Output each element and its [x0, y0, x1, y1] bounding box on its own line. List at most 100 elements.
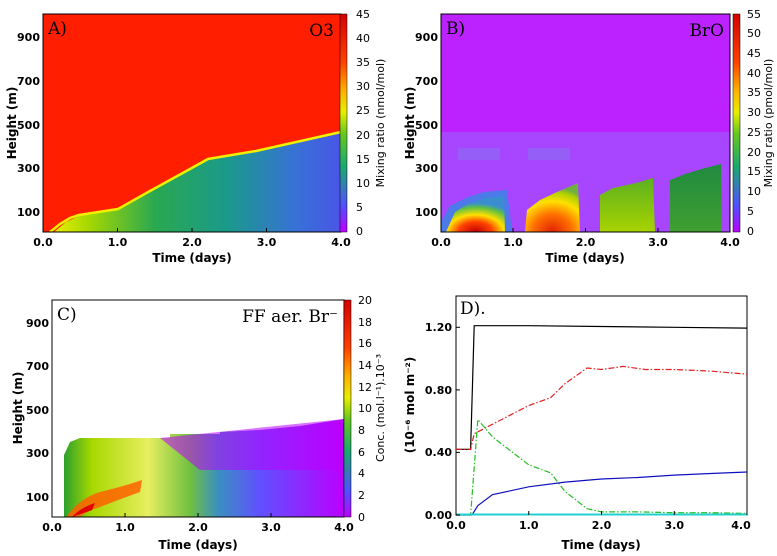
panel-b-colorbar-tick: 40 [747, 67, 761, 80]
panel-c-x-tick-label: 4.0 [334, 521, 354, 534]
panel-b-colorbar-tick: 5 [747, 205, 754, 218]
panel-a-x-tick-label: 3.0 [257, 236, 277, 249]
panel-a-x-tick-label: 0.0 [33, 236, 53, 249]
panel-b-colorbar-tick: 30 [747, 106, 761, 119]
panel-a-colorbar-tick: 45 [356, 8, 370, 21]
panel-b-y-tick-label: 100 [415, 206, 438, 219]
panel-b-x-ticks: 0.0 1.0 2.0 3.0 4.0 [431, 228, 740, 249]
panel-c-colorbar-tick: 16 [358, 337, 372, 350]
panel-d-y-tick-label: 1.20 [425, 321, 452, 334]
panel-d-y-axis-label: (10⁻⁶ mol m⁻²) [403, 357, 417, 454]
panel-d-x-tick-label: 1.0 [519, 519, 539, 532]
panel-b-y-tick-label: 900 [415, 31, 438, 44]
panel-b-colorbar-tick: 20 [747, 146, 761, 159]
panel-c-colorbar-bar [343, 299, 352, 518]
panel-a-heatmap [42, 13, 342, 233]
panel-a-species-label: O3 [309, 21, 334, 41]
panel-d: 0.0 1.0 2.0 3.0 4.0 0.00 0.40 0.80 1.20 … [403, 295, 751, 552]
panel-c-colorbar-tick: 10 [358, 402, 372, 415]
panel-a-y-tick-label: 700 [17, 75, 40, 88]
panel-b-y-axis-label: Height (m) [403, 87, 417, 160]
panel-c-x-tick-label: 1.0 [115, 521, 135, 534]
panel-b-y-tick-label: 700 [415, 75, 438, 88]
panel-a-colorbar-tick: 20 [356, 129, 370, 142]
panel-b-x-tick-label: 0.0 [431, 236, 451, 249]
panel-c-x-tick-label: 2.0 [188, 521, 208, 534]
panel-b-colorbar-tick: 50 [747, 27, 761, 40]
panel-d-x-tick-label: 3.0 [665, 519, 685, 532]
panel-a-x-tick-label: 2.0 [182, 236, 202, 249]
panel-c-x-axis-label: Time (days) [158, 538, 237, 552]
panel-c-colorbar-tick: 20 [358, 294, 372, 307]
panel-c-heatmap [51, 299, 345, 518]
panel-b-x-axis-label: Time (days) [545, 251, 624, 265]
panel-b-colorbar: 0 5 10 15 20 25 30 35 40 45 50 55 Mixing… [732, 8, 775, 238]
panel-c-colorbar-tick: 2 [358, 489, 365, 502]
panel-c-x-tick-label: 3.0 [261, 521, 281, 534]
panel-b-colorbar-tick: 35 [747, 86, 761, 99]
panel-d-x-tick-label: 4.0 [731, 519, 751, 532]
panel-b-x-tick-label: 4.0 [720, 236, 740, 249]
panel-b-colorbar-tick: 55 [747, 8, 761, 21]
panel-b-colorbar-tick: 15 [747, 165, 761, 178]
panel-d-y-tick-label: 0.40 [425, 446, 452, 459]
panel-d-x-tick-label: 2.0 [592, 519, 612, 532]
panel-c-y-tick-label: 300 [26, 447, 49, 460]
panel-a-colorbar-bar [339, 13, 348, 233]
panel-b-x-tick-label: 1.0 [503, 236, 523, 249]
panel-b-heatmap [440, 13, 731, 233]
panel-c-x-ticks: 0.0 1.0 2.0 3.0 4.0 [42, 513, 354, 534]
panel-a-colorbar-tick: 35 [356, 56, 370, 69]
panel-a-colorbar: 0 5 10 15 20 25 30 35 40 45 Mixing ratio… [339, 8, 387, 238]
panel-c-y-tick-label: 900 [26, 317, 49, 330]
panel-a-colorbar-tick: 0 [356, 225, 363, 238]
panel-b-x-tick-label: 3.0 [648, 236, 668, 249]
panel-a-y-tick-label: 900 [17, 31, 40, 44]
panel-c-x-tick-label: 0.0 [42, 521, 62, 534]
panel-d-y-tick-label: 0.80 [425, 384, 452, 397]
panel-b-colorbar-label: Mixing ratio (pmol/mol) [762, 59, 775, 188]
panel-c-colorbar-tick: 14 [358, 359, 372, 372]
panel-b: 0.0 1.0 2.0 3.0 4.0 100 300 500 700 900 … [403, 8, 775, 265]
panel-d-x-axis-label: Time (days) [561, 538, 640, 552]
panel-a: 0.0 1.0 2.0 3.0 4.0 100 300 500 700 900 … [5, 8, 387, 265]
panel-c-y-tick-label: 700 [26, 360, 49, 373]
panel-c-colorbar-tick: 8 [358, 424, 365, 437]
panel-c-upper-field [160, 419, 344, 470]
panel-d-frame [455, 295, 748, 516]
panel-d-y-ticks: 0.00 0.40 0.80 1.20 [425, 321, 460, 522]
panel-c-surface-peak [72, 503, 95, 517]
panel-b-colorbar-tick: 0 [747, 225, 754, 238]
panel-c-y-axis-label: Height (m) [11, 372, 25, 445]
panel-d-series-line-1 [456, 365, 748, 450]
panel-d-y-tick-label: 0.00 [425, 509, 452, 522]
panel-b-patch [528, 148, 570, 160]
panel-c-y-tick-label: 500 [26, 404, 49, 417]
panel-d-label: D). [460, 299, 486, 319]
panel-a-y-tick-label: 300 [17, 162, 40, 175]
panel-a-x-tick-label: 1.0 [108, 236, 128, 249]
panel-b-plume-day4 [670, 164, 722, 232]
panel-b-species-label: BrO [689, 21, 724, 41]
panel-b-colorbar-tick: 10 [747, 185, 761, 198]
panel-d-x-tick-label: 0.0 [446, 519, 466, 532]
panel-c-colorbar-tick: 0 [358, 511, 365, 524]
panel-a-boundary-layer [54, 133, 341, 232]
panel-b-y-tick-label: 500 [415, 119, 438, 132]
panel-b-plume-day3 [600, 178, 655, 232]
panel-b-y-ticks: 100 300 500 700 900 [415, 31, 438, 219]
panel-a-colorbar-tick: 40 [356, 32, 370, 45]
panel-a-colorbar-tick: 30 [356, 80, 370, 93]
panel-c-colorbar-label: Conc. (mol.l⁻¹).10⁻³ [374, 354, 387, 462]
panel-b-x-tick-label: 2.0 [576, 236, 596, 249]
panel-a-transition-line [49, 130, 342, 233]
panel-b-patch [458, 148, 500, 160]
panel-c-y-tick-label: 100 [26, 491, 49, 504]
panel-d-series-line-3 [456, 471, 748, 516]
panel-c-colorbar-tick: 18 [358, 316, 372, 329]
panel-a-x-ticks: 0.0 1.0 2.0 3.0 4.0 [33, 228, 351, 249]
panel-c-colorbar-tick: 4 [358, 467, 365, 480]
panel-a-y-tick-label: 500 [17, 119, 40, 132]
panel-a-colorbar-tick: 15 [356, 153, 370, 166]
